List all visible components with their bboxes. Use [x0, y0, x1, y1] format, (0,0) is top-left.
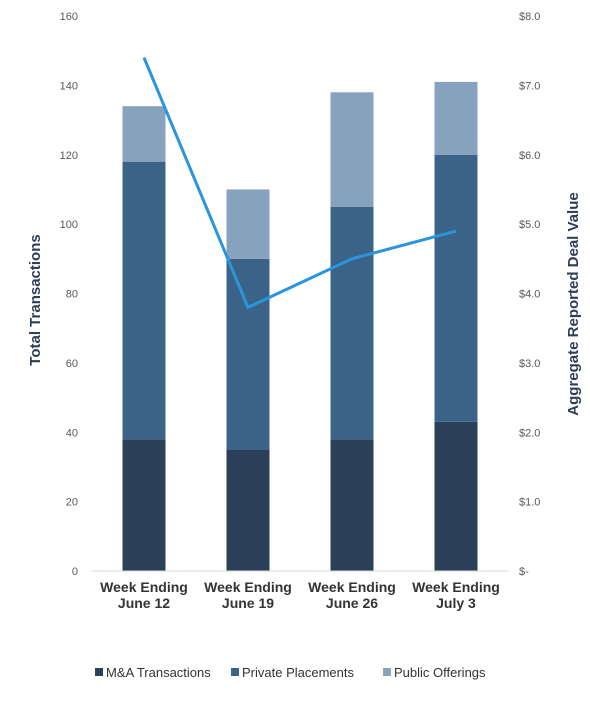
bar-m-a-transactions [434, 421, 478, 571]
y-tick-label: 160 [60, 11, 78, 23]
legend-swatch [95, 668, 103, 676]
y2-tick-label: $2.0 [519, 427, 540, 439]
category-label: Week Ending June 12 [100, 579, 188, 611]
bar-private-placements [330, 206, 374, 440]
category-label: Week Ending June 26 [308, 579, 396, 611]
y2-tick-label: $1.0 [519, 497, 540, 509]
bar-private-placements [226, 258, 270, 450]
x-axis: Week Ending June 12 Week Ending June 19 Week… [100, 579, 500, 611]
y-tick-label: 40 [66, 427, 78, 439]
category-label: Week Ending June 19 [204, 579, 292, 611]
bar-m-a-transactions [330, 439, 374, 571]
legend-label: M&A Transactions [106, 665, 211, 680]
y-tick-label: 20 [66, 497, 78, 509]
y2-tick-label: $5.0 [519, 219, 540, 231]
y2-tick-label: $7.0 [519, 80, 540, 92]
bar-m-a-transactions [226, 449, 270, 571]
y-tick-label: 60 [66, 358, 78, 370]
legend-label: Public Offerings [394, 665, 486, 680]
legend: M&A Transactions Private Placements Public… [95, 665, 486, 680]
bar-public-offerings [226, 189, 270, 259]
bar-public-offerings [122, 106, 166, 162]
legend-label: Private Placements [242, 665, 354, 680]
y2-tick-label: $8.0 [519, 11, 540, 23]
bar-private-placements [434, 154, 478, 422]
y2-tick-label: $6.0 [519, 150, 540, 162]
y2-tick-label: $3.0 [519, 358, 540, 370]
y2-tick-label: $- [519, 566, 529, 578]
legend-swatch [383, 668, 391, 676]
category-label: Week Ending July 3 [412, 579, 500, 611]
right-axis: $- $1.0 $2.0 $3.0 $4.0 $5.0 $6.0 $7.0 $8.0 [519, 11, 540, 578]
y-axis-title: Total Transactions [27, 234, 44, 365]
bar-m-a-transactions [122, 439, 166, 571]
y-tick-label: 80 [66, 289, 78, 301]
plot-area [92, 57, 508, 572]
y-tick-label: 100 [60, 219, 78, 231]
deal-value-line [142, 57, 457, 310]
y-tick-label: 120 [60, 150, 78, 162]
bar-public-offerings [434, 81, 478, 155]
y-tick-label: 140 [60, 80, 78, 92]
y2-axis-title: Aggregate Reported Deal Value [565, 192, 582, 415]
bar-private-placements [122, 161, 166, 440]
y2-tick-label: $4.0 [519, 289, 540, 301]
y-tick-label: 0 [72, 566, 78, 578]
legend-swatch [231, 668, 239, 676]
bar-public-offerings [330, 92, 374, 207]
left-axis: 0 20 40 60 80 100 120 140 160 [60, 11, 78, 578]
